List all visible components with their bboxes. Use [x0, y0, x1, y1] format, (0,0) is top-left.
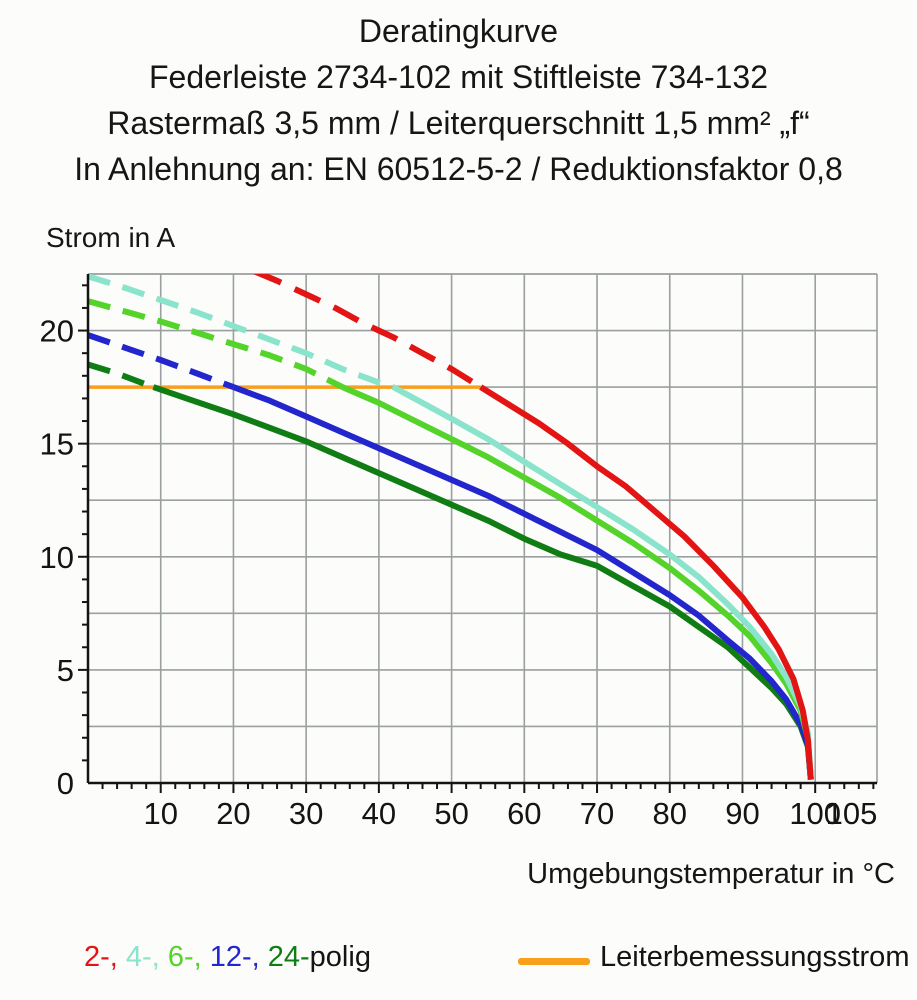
x-tick-label-70: 70 — [580, 796, 614, 831]
x-axis-label: Umgebungstemperatur in °C — [527, 858, 895, 890]
title-line-4: In Anlehnung an: EN 60512-5-2 / Reduktio… — [74, 151, 843, 187]
legend-row: 2-, 4-, 6-, 12-, 24-polig Leiterbemessun… — [0, 941, 917, 991]
y-tick-label-20: 20 — [40, 314, 74, 349]
x-tick-label-100: 100 — [789, 796, 841, 831]
x-tick-label-10: 10 — [143, 796, 177, 831]
y-tick-label-10: 10 — [40, 540, 74, 575]
x-tick-label-90: 90 — [725, 796, 759, 831]
x-tick-label-105: 105 — [826, 796, 878, 831]
legend-pole-2: 2-, — [84, 941, 126, 973]
curve-24-polig — [152, 384, 814, 780]
curve-4-polig-dashed — [88, 274, 395, 390]
chart-title-block: Deratingkurve Federleiste 2734-102 mit S… — [0, 8, 917, 192]
curve-24-polig-dashed — [88, 361, 155, 390]
x-tick-label-20: 20 — [216, 796, 250, 831]
legend-pole-6: 6-, — [167, 941, 210, 973]
y-tick-label-5: 5 — [57, 653, 74, 688]
title-line-1: Deratingkurve — [358, 13, 559, 49]
y-tick-label-0: 0 — [57, 766, 74, 801]
grid — [88, 273, 878, 783]
legend-poles: 2-, 4-, 6-, 12-, 24-polig — [84, 941, 371, 974]
y-tick-label-15: 15 — [40, 427, 74, 462]
x-tick-label-40: 40 — [362, 796, 396, 831]
curve-2-polig-dashed — [254, 274, 483, 390]
curve-12-polig — [232, 384, 814, 780]
title-line-3: Rastermaß 3,5 mm / Leiterquerschnitt 1,5… — [107, 105, 810, 141]
legend-pole-4: 4-, — [125, 941, 168, 973]
curve-6-polig-dashed — [88, 298, 344, 390]
axis-ticks — [78, 284, 875, 793]
legend-pole-24: 24- — [267, 941, 310, 973]
y-tick-labels: 0 5 10 15 20 — [40, 314, 74, 801]
x-tick-label-30: 30 — [289, 796, 323, 831]
x-tick-label-60: 60 — [507, 796, 541, 831]
rated-current-line-swatch — [518, 958, 590, 965]
y-axis-label: Strom in A — [46, 222, 176, 253]
legend-pole-12: 12-, — [209, 941, 268, 973]
x-tick-label-80: 80 — [653, 796, 687, 831]
axes — [86, 274, 877, 785]
x-tick-label-50: 50 — [434, 796, 468, 831]
curve-6-polig — [341, 384, 814, 780]
rated-current-label: Leiterbemessungsstrom — [600, 941, 910, 973]
curve-12-polig-dashed — [88, 332, 235, 390]
curve-4-polig — [391, 384, 814, 780]
curve-2-polig — [479, 384, 814, 780]
legend-poles-suffix: polig — [309, 941, 371, 973]
title-line-2: Federleiste 2734-102 mit Stiftleiste 734… — [148, 59, 768, 95]
curves — [88, 274, 814, 780]
